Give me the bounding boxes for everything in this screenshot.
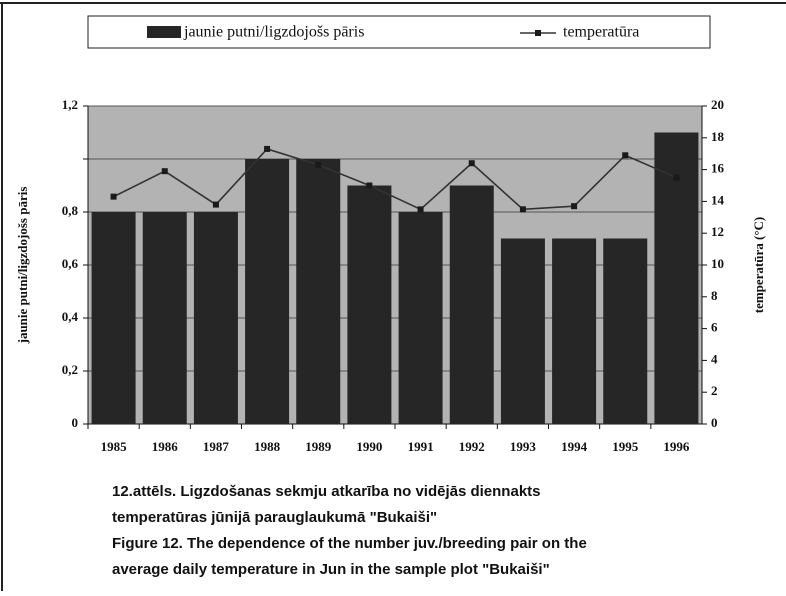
x-tick-label: 1993 xyxy=(510,439,537,454)
line-marker xyxy=(110,193,117,200)
y-axis-title: jaunie putni/ligzdojošs pāris xyxy=(15,187,30,345)
bar xyxy=(398,212,443,424)
y-tick-label: 0 xyxy=(72,415,79,430)
bar xyxy=(552,238,597,424)
x-tick-label: 1986 xyxy=(152,439,179,454)
x-tick-label: 1985 xyxy=(101,439,128,454)
bar xyxy=(603,238,648,424)
y-tick-label: 0,6 xyxy=(62,256,79,271)
y2-tick-label: 8 xyxy=(711,288,718,303)
legend-marker xyxy=(535,30,541,36)
x-tick-label: 1987 xyxy=(203,439,230,454)
y2-axis-title: temperatūra (°C) xyxy=(751,217,766,314)
y2-tick-label: 2 xyxy=(711,383,718,398)
line-marker xyxy=(673,174,680,181)
x-tick-label: 1988 xyxy=(254,439,281,454)
line-marker xyxy=(212,201,219,208)
bar xyxy=(654,132,699,424)
x-tick-label: 1996 xyxy=(663,439,690,454)
bar xyxy=(347,185,392,424)
y2-tick-label: 4 xyxy=(711,351,718,366)
legend-label: jaunie putni/ligzdojošs pāris xyxy=(183,24,364,41)
y2-tick-label: 0 xyxy=(711,415,718,430)
y2-tick-label: 14 xyxy=(711,192,725,207)
y2-tick-label: 20 xyxy=(711,97,724,112)
y2-tick-label: 12 xyxy=(711,224,724,239)
caption: average daily temperature in Jun in the … xyxy=(112,561,550,578)
bar xyxy=(449,185,494,424)
line-marker xyxy=(315,161,322,168)
bar xyxy=(91,212,136,424)
x-tick-label: 1995 xyxy=(612,439,639,454)
line-marker xyxy=(622,152,629,159)
bar xyxy=(296,159,341,424)
bar xyxy=(500,238,545,424)
y2-tick-label: 6 xyxy=(711,320,718,335)
legend-label: temperatūra xyxy=(563,24,639,41)
line-marker xyxy=(571,203,578,210)
line-marker xyxy=(519,206,526,213)
line-marker xyxy=(264,145,271,152)
line-marker xyxy=(161,168,168,175)
bar xyxy=(142,212,187,424)
x-tick-label: 1991 xyxy=(408,439,434,454)
x-tick-label: 1994 xyxy=(561,439,588,454)
line-marker xyxy=(417,206,424,213)
line-marker xyxy=(366,182,373,189)
y2-tick-label: 18 xyxy=(711,129,725,144)
legend-swatch xyxy=(147,26,181,38)
y2-tick-label: 10 xyxy=(711,256,724,271)
x-tick-label: 1992 xyxy=(459,439,485,454)
bar xyxy=(245,159,290,424)
y-tick-label: 0,8 xyxy=(62,203,79,218)
y2-tick-label: 16 xyxy=(711,161,725,176)
y-tick-label: 0,4 xyxy=(62,309,79,324)
caption: Figure 12. The dependence of the number … xyxy=(112,535,587,552)
bar xyxy=(193,212,238,424)
y-tick-label: 1,2 xyxy=(62,97,78,112)
y-tick-label: 0,2 xyxy=(62,362,78,377)
legend-box xyxy=(87,15,711,49)
caption: temperatūras jūnijā parauglaukumā "Bukai… xyxy=(112,509,437,526)
line xyxy=(113,148,677,211)
caption: 12.attēls. Ligzdošanas sekmju atkarība n… xyxy=(112,483,541,500)
x-tick-label: 1990 xyxy=(356,439,382,454)
x-tick-label: 1989 xyxy=(305,439,332,454)
line-marker xyxy=(468,160,475,167)
